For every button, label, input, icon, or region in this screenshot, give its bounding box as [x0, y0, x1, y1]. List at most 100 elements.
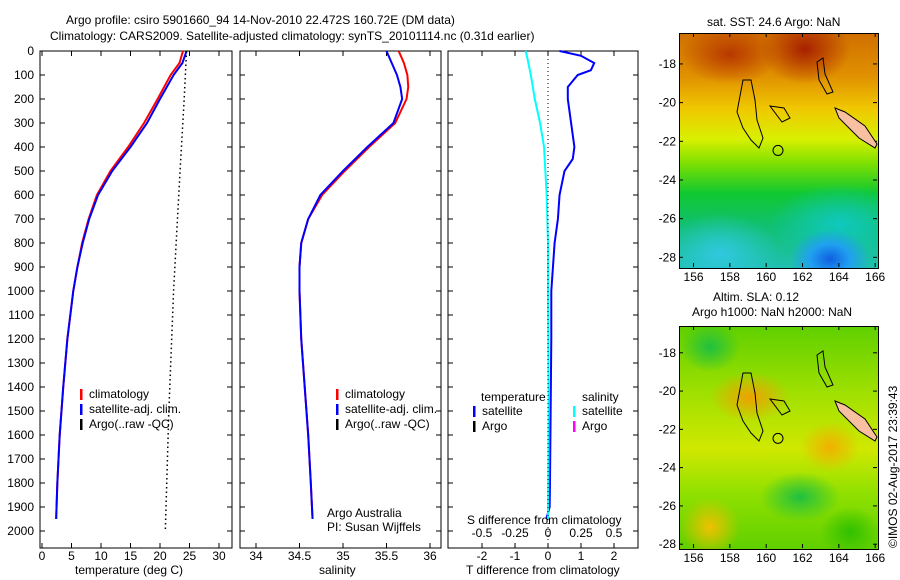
tdiff-xlabel: T difference from climatology: [466, 563, 620, 577]
y-tick-label: 700: [14, 212, 34, 226]
s-tick-label: -0.5: [472, 526, 493, 540]
y-tick-label: 800: [14, 236, 34, 250]
map-y-tick-label: -22: [659, 422, 677, 436]
x-tick-label: -1: [510, 549, 521, 563]
coastline-vanuatu: [816, 350, 834, 388]
x-tick-label: 15: [124, 549, 138, 563]
series-line-satellite-adj-clim-: [298, 50, 404, 520]
map-x-tick-label: 164: [829, 551, 849, 565]
argo-position-marker: [772, 432, 784, 444]
x-tick-label: 1: [578, 549, 585, 563]
sla-map-title-1: Altim. SLA: 0.12: [713, 290, 800, 304]
s-tick-label: 0.5: [606, 526, 623, 540]
x-tick-label: 35: [336, 549, 350, 563]
sal-xlabel: salinity: [319, 563, 356, 577]
map-y-tick-label: -26: [659, 212, 677, 226]
map-x-tick-label: 166: [865, 551, 885, 565]
legend-label: satellite: [482, 404, 523, 418]
x-tick-label: 0: [545, 549, 552, 563]
legend-swatch: [336, 419, 339, 430]
x-tick-label: 20: [153, 549, 167, 563]
y-tick-label: 300: [14, 116, 34, 130]
legend-swatch: [473, 406, 476, 417]
legend-label: Argo: [482, 419, 508, 433]
x-tick-label: 0: [39, 549, 46, 563]
y-tick-label: 2000: [7, 524, 34, 538]
map-y-tick-label: -28: [659, 537, 677, 551]
map-x-tick-label: 160: [756, 551, 776, 565]
series-line-argo-raw-qc-: [164, 50, 188, 532]
legend-label: Argo(..raw -QC): [345, 417, 430, 431]
legend-label: satellite-adj. clim.: [345, 402, 437, 416]
series-line-s-satellite: [524, 50, 550, 520]
map-y-tick-label: -18: [659, 346, 677, 360]
title-line2: Climatology: CARS2009. Satellite-adjuste…: [50, 29, 535, 43]
coastline-new-caledonia-isles: [736, 372, 764, 442]
legend-swatch: [336, 389, 339, 400]
y-tick-label: 1000: [7, 284, 34, 298]
legend-header-salinity: salinity: [582, 390, 619, 404]
x-tick-label: 34.5: [288, 549, 312, 563]
map-x-tick-label: 156: [684, 551, 704, 565]
y-tick-label: 1500: [7, 404, 34, 418]
x-tick-label: 30: [212, 549, 226, 563]
legend-label: satellite-adj. clim.: [89, 402, 181, 416]
plot-frame-2: [447, 50, 639, 549]
y-tick-label: 1600: [7, 428, 34, 442]
legend-swatch: [80, 419, 83, 430]
sal-annotation-2: PI: Susan Wijffels: [327, 520, 421, 534]
map-x-tick-label: 158: [720, 270, 740, 284]
y-tick-label: 200: [14, 92, 34, 106]
y-tick-label: 1100: [8, 308, 34, 322]
coastline-new-caledonia: [834, 107, 878, 149]
s-tick-label: 0: [545, 526, 552, 540]
y-tick-label: 1300: [7, 356, 34, 370]
y-tick-label: 0: [27, 44, 34, 58]
sla-map-title-2: Argo h1000: NaN h2000: NaN: [692, 305, 853, 319]
map-y-tick-label: -26: [659, 499, 677, 513]
y-tick-label: 100: [14, 68, 34, 82]
sdiff-xlabel: S difference from climatology: [467, 513, 622, 527]
legend-swatch: [80, 389, 83, 400]
s-tick-label: 0.25: [569, 526, 593, 540]
series-line-climatology: [298, 50, 410, 520]
s-tick-label: -0.25: [501, 526, 529, 540]
map-y-tick-label: -24: [659, 173, 677, 187]
legend-label: climatology: [89, 387, 149, 401]
x-tick-label: -2: [477, 549, 488, 563]
argo-position-marker: [772, 144, 784, 156]
legend-label: Argo: [582, 419, 608, 433]
legend-swatch: [473, 421, 476, 432]
coastline-chesterfield: [768, 105, 791, 123]
y-tick-label: 400: [14, 140, 34, 154]
x-tick-label: 25: [183, 549, 197, 563]
x-tick-label: 2: [611, 549, 618, 563]
y-tick-label: 500: [14, 164, 34, 178]
map-x-tick-label: 162: [793, 270, 813, 284]
sal-annotation-1: Argo Australia: [327, 506, 402, 520]
coastline-vanuatu: [816, 57, 834, 95]
temp-xlabel: temperature (deg C): [75, 563, 184, 577]
map-y-tick-label: -24: [659, 461, 677, 475]
x-tick-label: 35.5: [375, 549, 399, 563]
sst-map: [679, 33, 879, 269]
legend-header-temperature: temperature: [481, 390, 546, 404]
credit-text: ©IMOS 02-Aug-2017 23:39:43: [886, 385, 900, 548]
y-tick-label: 1700: [7, 452, 34, 466]
map-x-tick-label: 162: [793, 551, 813, 565]
x-tick-label: 5: [68, 549, 75, 563]
legend-swatch: [573, 421, 576, 432]
map-x-tick-label: 164: [829, 270, 849, 284]
map-y-tick-label: -20: [659, 96, 677, 110]
legend-swatch: [80, 404, 83, 415]
map-x-tick-label: 158: [720, 551, 740, 565]
plot-frame-1: [239, 50, 442, 549]
legend-label: satellite: [582, 404, 623, 418]
coastline-chesterfield: [768, 398, 791, 416]
x-tick-label: 36: [423, 549, 437, 563]
map-x-tick-label: 156: [684, 270, 704, 284]
map-x-tick-label: 166: [865, 270, 885, 284]
legend-label: climatology: [345, 387, 405, 401]
